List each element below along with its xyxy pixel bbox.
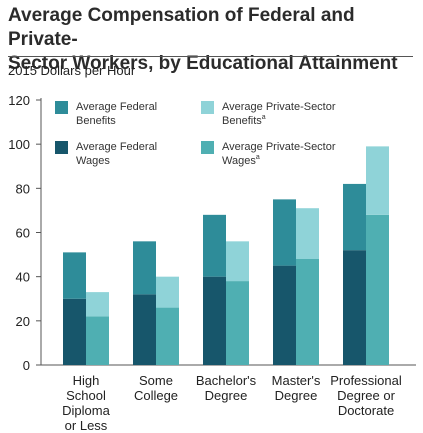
- legend-swatch-priv-wages: [201, 141, 214, 154]
- legend-label-priv-benefits: Average Private-Sector Benefitsa: [222, 101, 336, 127]
- bar-priv-wages: [366, 214, 389, 365]
- x-category-label-line: Diploma: [62, 403, 110, 418]
- bar-fed-benefits: [343, 183, 366, 251]
- bar-fed-wages: [63, 298, 86, 365]
- y-tick-label: 40: [16, 270, 30, 285]
- x-category-label: High School Diploma or Less: [62, 373, 110, 433]
- chart-subtitle: 2015 Dollars per Hour: [8, 63, 136, 78]
- legend-label-fed-wages: Average Federal Wages: [76, 141, 157, 167]
- y-tick-label: 60: [16, 226, 30, 241]
- bar-priv-benefits: [156, 276, 179, 308]
- bar-fed-benefits: [63, 252, 86, 299]
- y-tick-label: 80: [16, 181, 30, 196]
- legend-label-line: Average Federal: [76, 141, 157, 153]
- bar-fed-wages: [203, 276, 226, 365]
- bar-priv-wages: [156, 307, 179, 365]
- y-tick-label: 120: [8, 93, 30, 108]
- legend-label-line: Average Private-Sector: [222, 141, 336, 153]
- title-divider: [8, 56, 413, 57]
- bar-priv-wages: [86, 316, 109, 365]
- bar-fed-benefits: [133, 241, 156, 295]
- legend-label-line: Benefits: [76, 115, 116, 127]
- x-category-label-line: Degree: [205, 388, 248, 403]
- legend-label-line: Wages: [76, 155, 110, 167]
- legend-swatch-fed-wages: [55, 141, 68, 154]
- bar-priv-benefits: [226, 241, 249, 282]
- x-category-label-line: Doctorate: [338, 403, 394, 418]
- bar-priv-benefits: [296, 208, 319, 259]
- bar-fed-wages: [273, 265, 296, 365]
- chart-title-line-1: Average Compensation of Federal and Priv…: [8, 5, 355, 50]
- legend-label-line: Average Private-Sector: [222, 101, 336, 113]
- x-category-label: Some College: [134, 373, 178, 403]
- x-category-label-line: Some: [139, 373, 173, 388]
- x-category-label-line: Professional: [330, 373, 402, 388]
- x-category-label-line: Master's: [272, 373, 321, 388]
- bar-fed-benefits: [203, 214, 226, 277]
- legend-label-line: Average Federal: [76, 101, 157, 113]
- chart-title: Average Compensation of Federal and Priv…: [8, 4, 413, 76]
- y-tick-label: 0: [23, 358, 30, 373]
- bar-priv-benefits: [86, 292, 109, 317]
- legend-label-line: Wages: [222, 155, 256, 167]
- bar-priv-wages: [226, 281, 249, 365]
- bar-fed-benefits: [273, 199, 296, 266]
- x-category-label-line: Degree: [275, 388, 318, 403]
- bar-fed-wages: [133, 294, 156, 365]
- x-category-label-line: Degree or: [337, 388, 395, 403]
- x-category-label-line: College: [134, 388, 178, 403]
- y-tick-label: 100: [8, 137, 30, 152]
- bar-fed-wages: [343, 250, 366, 365]
- x-category-label-line: Bachelor's: [196, 373, 257, 388]
- legend-footnote-marker: a: [256, 154, 260, 161]
- x-category-label: Professional Degree or Doctorate: [330, 373, 402, 418]
- legend-label-line: Benefits: [222, 115, 262, 127]
- legend-swatch-fed-benefits: [55, 101, 68, 114]
- legend-footnote-marker: a: [262, 114, 266, 121]
- y-tick-label: 20: [16, 314, 30, 329]
- x-category-label: Bachelor's Degree: [196, 373, 257, 403]
- x-category-label-line: School: [66, 388, 106, 403]
- bar-priv-benefits: [366, 146, 389, 215]
- legend-label-fed-benefits: Average Federal Benefits: [76, 101, 157, 127]
- chart-title-line-2: Sector Workers, by Educational Attainmen…: [8, 53, 398, 74]
- x-category-label: Master's Degree: [272, 373, 321, 403]
- bar-priv-wages: [296, 259, 319, 365]
- x-category-label-line: or Less: [65, 418, 108, 433]
- legend-swatch-priv-benefits: [201, 101, 214, 114]
- legend-label-priv-wages: Average Private-Sector Wagesa: [222, 141, 336, 167]
- x-category-label-line: High: [73, 373, 100, 388]
